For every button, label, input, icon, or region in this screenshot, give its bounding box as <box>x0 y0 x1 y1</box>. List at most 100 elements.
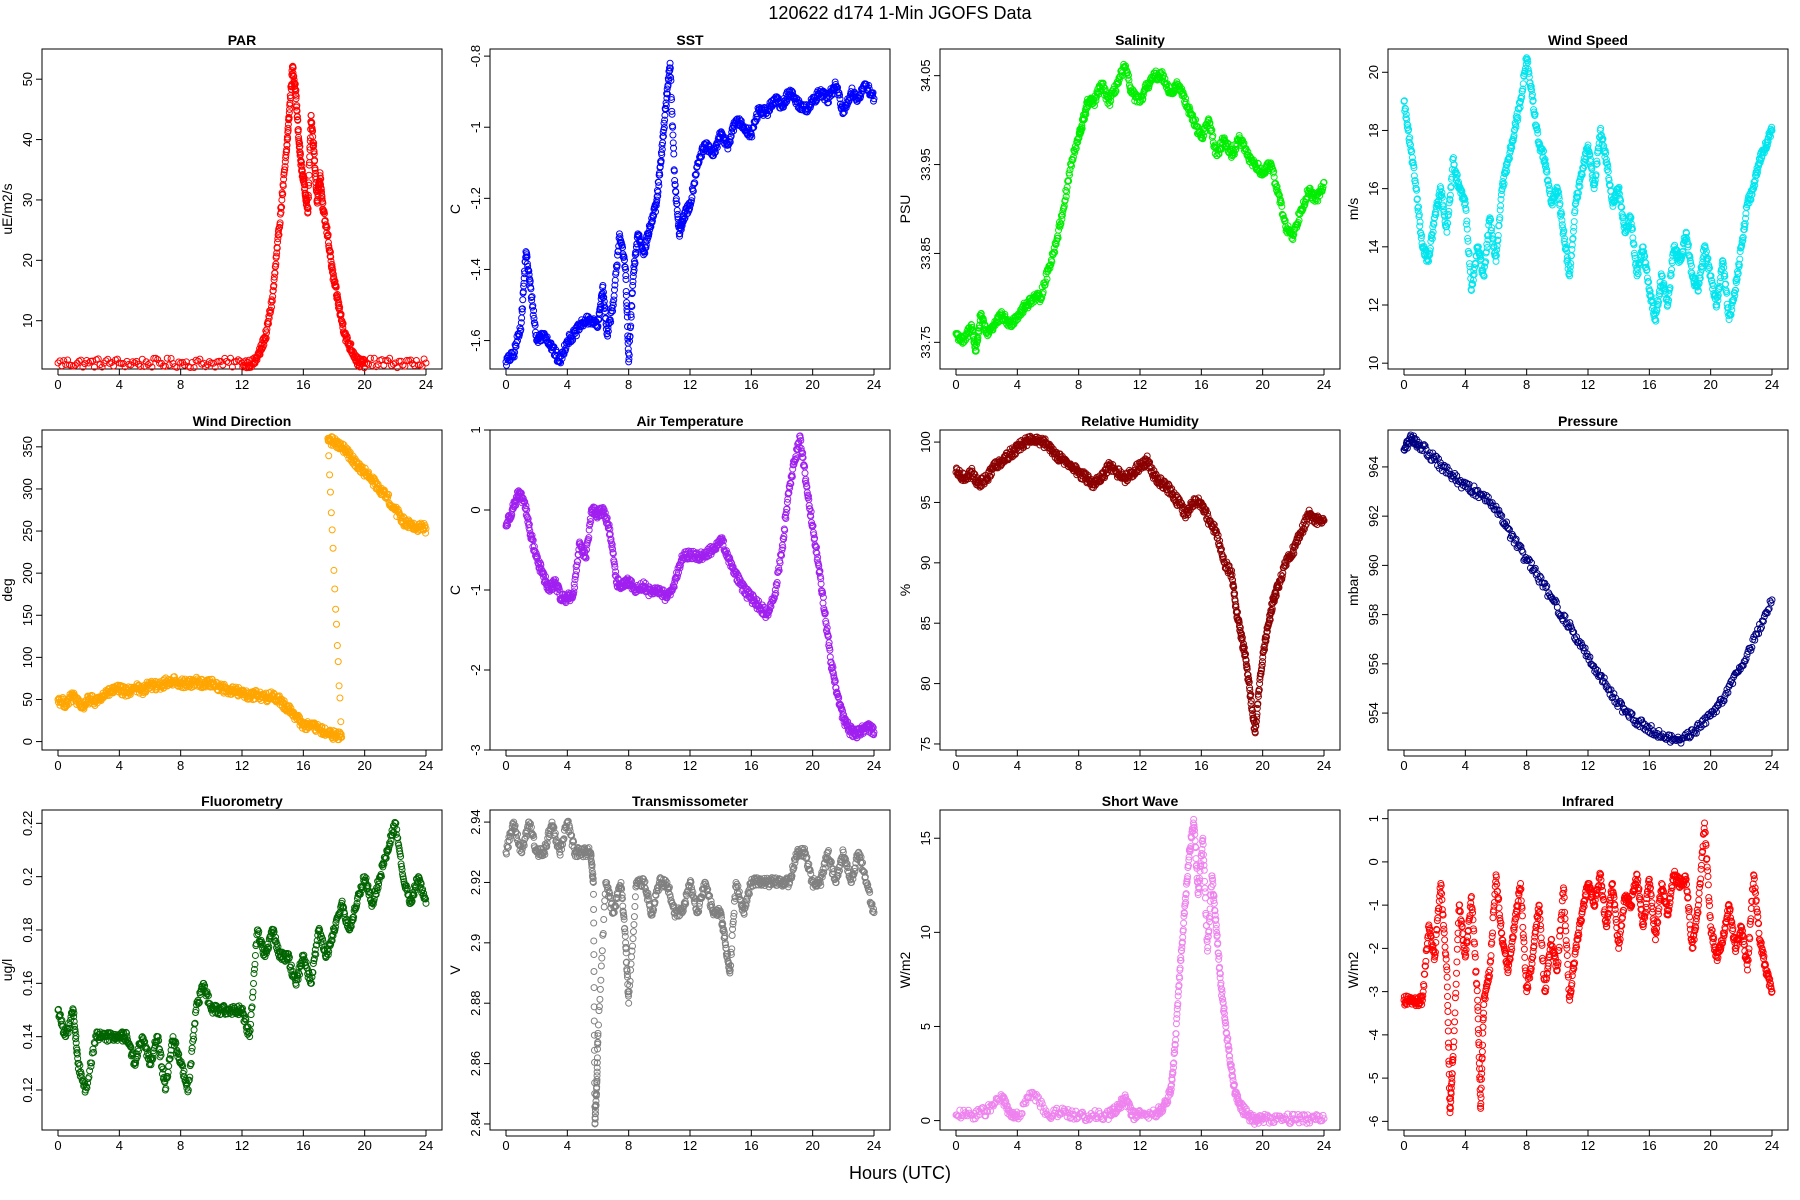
data-point <box>279 182 287 190</box>
data-point <box>665 72 673 80</box>
data-point <box>604 327 612 335</box>
data-point <box>332 620 340 628</box>
figure-title: 120622 d174 1-Min JGOFS Data <box>768 3 1032 23</box>
x-tick-label: 12 <box>683 377 697 392</box>
data-point <box>274 238 282 246</box>
data-point <box>77 356 85 364</box>
data-point <box>668 110 676 118</box>
data-point <box>304 204 312 212</box>
data-point <box>136 362 144 370</box>
data-point <box>309 127 317 135</box>
data-point <box>628 303 636 311</box>
data-point <box>628 289 636 297</box>
data-point <box>1063 188 1071 196</box>
x-tick-label: 16 <box>744 758 758 773</box>
x-tick-label: 20 <box>805 758 819 773</box>
panel-title: Wind Speed <box>1548 32 1628 48</box>
data-point <box>284 124 292 132</box>
data-point <box>310 148 318 156</box>
data-point <box>366 354 374 362</box>
data-point <box>335 682 343 690</box>
data-point <box>697 154 705 162</box>
data-point <box>531 321 539 329</box>
data-point <box>399 361 407 369</box>
data-point <box>693 163 701 171</box>
data-point <box>326 252 334 260</box>
data-point <box>632 250 640 258</box>
data-point <box>856 91 864 99</box>
data-point <box>161 362 169 370</box>
data-point <box>262 334 270 342</box>
data-point <box>666 67 674 75</box>
data-point <box>620 253 628 261</box>
y-tick-label: 50 <box>20 692 35 706</box>
y-tick-label: 10 <box>1366 356 1381 370</box>
data-point <box>276 219 284 227</box>
data-point <box>1082 108 1090 116</box>
data-point <box>870 95 878 103</box>
data-point <box>662 101 670 109</box>
data-point <box>668 96 676 104</box>
data-point <box>365 360 372 368</box>
data-point <box>290 76 298 84</box>
x-tick-label: 24 <box>867 377 881 392</box>
x-tick-label: 20 <box>357 377 371 392</box>
data-point <box>629 281 637 289</box>
data-point <box>523 251 531 259</box>
data-point <box>263 329 271 337</box>
x-tick-label: 8 <box>1523 377 1530 392</box>
data-point <box>301 181 309 189</box>
data-point <box>242 357 250 365</box>
data-point <box>276 223 284 231</box>
data-point <box>845 97 853 105</box>
data-point <box>316 172 324 180</box>
y-tick-label: 50 <box>20 72 35 86</box>
data-point <box>268 297 276 305</box>
data-point <box>840 108 848 116</box>
data-point <box>329 266 337 274</box>
data-point <box>606 316 614 324</box>
data-point <box>640 251 648 259</box>
data-point <box>599 281 607 289</box>
data-point <box>1092 97 1100 105</box>
data-point <box>523 253 531 261</box>
data-point <box>152 354 160 362</box>
data-point <box>653 196 661 204</box>
y-axis-label: deg <box>0 578 15 601</box>
data-point <box>294 125 302 133</box>
y-tick-label: -1 <box>468 584 483 596</box>
data-point <box>746 132 754 140</box>
data-point <box>688 194 696 202</box>
x-tick-label: 16 <box>1194 377 1208 392</box>
data-point <box>1080 115 1088 123</box>
data-point <box>305 179 313 187</box>
data-point <box>320 210 328 218</box>
x-tick-label: 12 <box>683 758 697 773</box>
y-axis-label: C <box>447 585 463 595</box>
x-tick-label: 8 <box>177 758 184 773</box>
data-point <box>165 361 173 369</box>
y-tick-label: -3 <box>468 744 483 756</box>
data-point <box>623 313 631 321</box>
y-axis-label: uE/m2/s <box>0 183 15 234</box>
data-point <box>272 252 280 260</box>
y-tick-label: 34.05 <box>918 59 933 92</box>
data-point <box>393 364 401 372</box>
data-point <box>339 319 347 327</box>
data-point <box>627 322 635 330</box>
x-tick-label: 12 <box>235 377 249 392</box>
data-point <box>529 311 537 319</box>
data-point <box>610 296 618 304</box>
data-point <box>502 358 510 366</box>
data-point <box>670 167 678 175</box>
data-point <box>599 288 607 296</box>
data-point <box>1416 218 1424 226</box>
y-tick-label: 14 <box>1366 240 1381 254</box>
data-point <box>1073 136 1081 144</box>
data-point <box>666 59 674 67</box>
y-tick-label: 16 <box>1366 181 1381 195</box>
data-point <box>624 339 632 347</box>
data-point <box>622 291 630 299</box>
data-point <box>515 331 523 339</box>
